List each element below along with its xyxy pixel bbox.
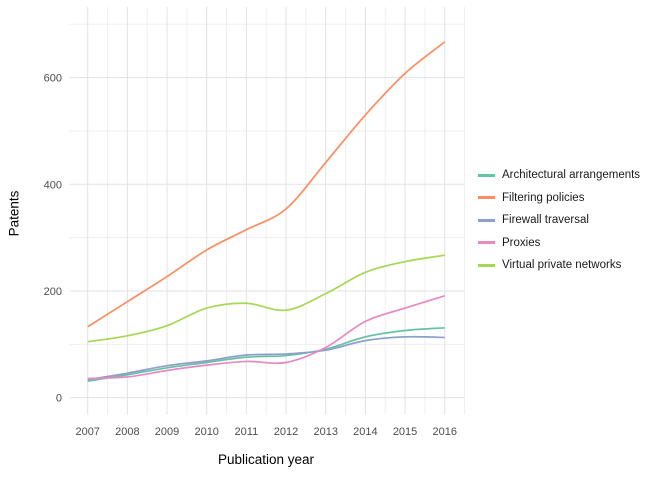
legend-item-firewall-traversal: Firewall traversal <box>478 209 640 232</box>
series-line-proxies <box>87 294 445 380</box>
legend-item-architectural-arrangements: Architectural arrangements <box>478 164 640 187</box>
legend-item-proxies: Proxies <box>478 232 640 255</box>
legend-label: Filtering policies <box>502 191 585 204</box>
x-tick-label: 2007 <box>75 426 99 438</box>
y-tick-label: 0 <box>56 393 62 405</box>
legend-color-swatch <box>478 263 495 267</box>
x-tick-label: 2010 <box>194 426 218 438</box>
series-line-virtual-private-networks <box>87 254 445 343</box>
legend-label: Architectural arrangements <box>502 169 641 182</box>
x-tick-label: 2011 <box>235 426 259 438</box>
x-tick-label: 2008 <box>115 426 139 438</box>
x-tick-label: 2009 <box>155 426 179 438</box>
legend-color-swatch <box>478 196 495 200</box>
legend-item-filtering-policies: Filtering policies <box>478 187 640 210</box>
series-line-firewall-traversal <box>87 335 445 381</box>
legend-label: Firewall traversal <box>502 214 589 227</box>
series-line-architectural-arrangements <box>87 326 445 383</box>
x-tick-label: 2012 <box>274 426 298 438</box>
legend-color-swatch <box>478 241 495 245</box>
legend-label: Proxies <box>502 236 541 249</box>
y-tick-label: 400 <box>44 179 62 191</box>
y-tick-label: 600 <box>44 73 62 85</box>
y-tick-label: 200 <box>44 286 62 298</box>
legend-label: Virtual private networks <box>502 259 622 272</box>
x-tick-label: 2016 <box>432 426 456 438</box>
x-tick-label: 2013 <box>313 426 337 438</box>
legend: Architectural arrangements Filtering poli… <box>478 164 640 277</box>
legend-item-virtual-private-networks: Virtual private networks <box>478 254 640 277</box>
legend-color-swatch <box>478 218 495 222</box>
x-axis-title: Publication year <box>217 452 315 467</box>
y-axis-title: Patents <box>6 190 22 237</box>
x-tick-label: 2014 <box>353 426 377 438</box>
series-line-filtering-policies <box>87 41 446 328</box>
legend-color-swatch <box>478 173 495 177</box>
x-tick-label: 2015 <box>393 426 417 438</box>
